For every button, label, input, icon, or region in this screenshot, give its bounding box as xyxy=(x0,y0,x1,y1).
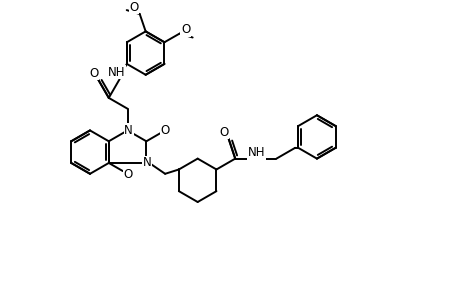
Text: NH: NH xyxy=(108,66,125,79)
Text: O: O xyxy=(129,1,138,13)
Text: NH: NH xyxy=(247,146,265,159)
Text: O: O xyxy=(218,126,228,139)
Text: N: N xyxy=(124,124,133,137)
Text: N: N xyxy=(143,157,151,169)
Text: O: O xyxy=(160,124,170,137)
Text: O: O xyxy=(180,23,190,36)
Text: O: O xyxy=(123,168,132,181)
Text: O: O xyxy=(89,67,98,80)
